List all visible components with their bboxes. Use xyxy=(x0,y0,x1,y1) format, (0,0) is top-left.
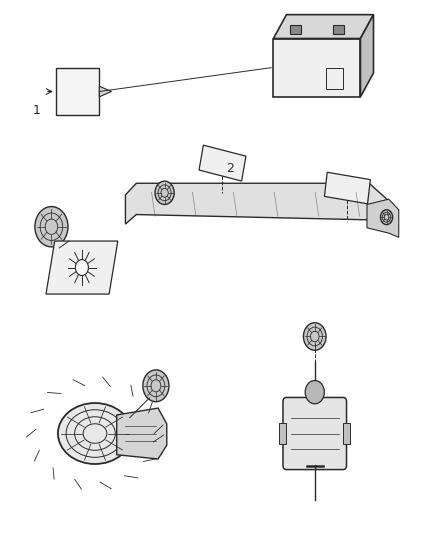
Bar xyxy=(333,25,344,34)
Ellipse shape xyxy=(58,403,132,464)
Bar xyxy=(290,25,301,34)
Circle shape xyxy=(305,381,324,404)
Text: 2: 2 xyxy=(226,162,234,175)
Circle shape xyxy=(304,322,326,350)
Bar xyxy=(325,68,343,89)
Polygon shape xyxy=(125,183,391,224)
Polygon shape xyxy=(325,172,371,204)
Polygon shape xyxy=(273,14,374,38)
Polygon shape xyxy=(117,408,167,459)
Bar xyxy=(56,68,99,115)
Polygon shape xyxy=(99,86,112,97)
Bar xyxy=(273,38,360,97)
Polygon shape xyxy=(367,199,399,237)
Bar xyxy=(279,423,286,444)
FancyBboxPatch shape xyxy=(283,398,346,470)
Text: 1: 1 xyxy=(32,103,40,117)
Polygon shape xyxy=(46,241,118,294)
Polygon shape xyxy=(199,145,246,181)
Circle shape xyxy=(381,210,392,224)
Circle shape xyxy=(75,260,88,276)
Circle shape xyxy=(143,370,169,402)
Circle shape xyxy=(155,181,174,205)
Polygon shape xyxy=(360,14,374,97)
Circle shape xyxy=(35,207,68,247)
Bar xyxy=(343,423,350,444)
